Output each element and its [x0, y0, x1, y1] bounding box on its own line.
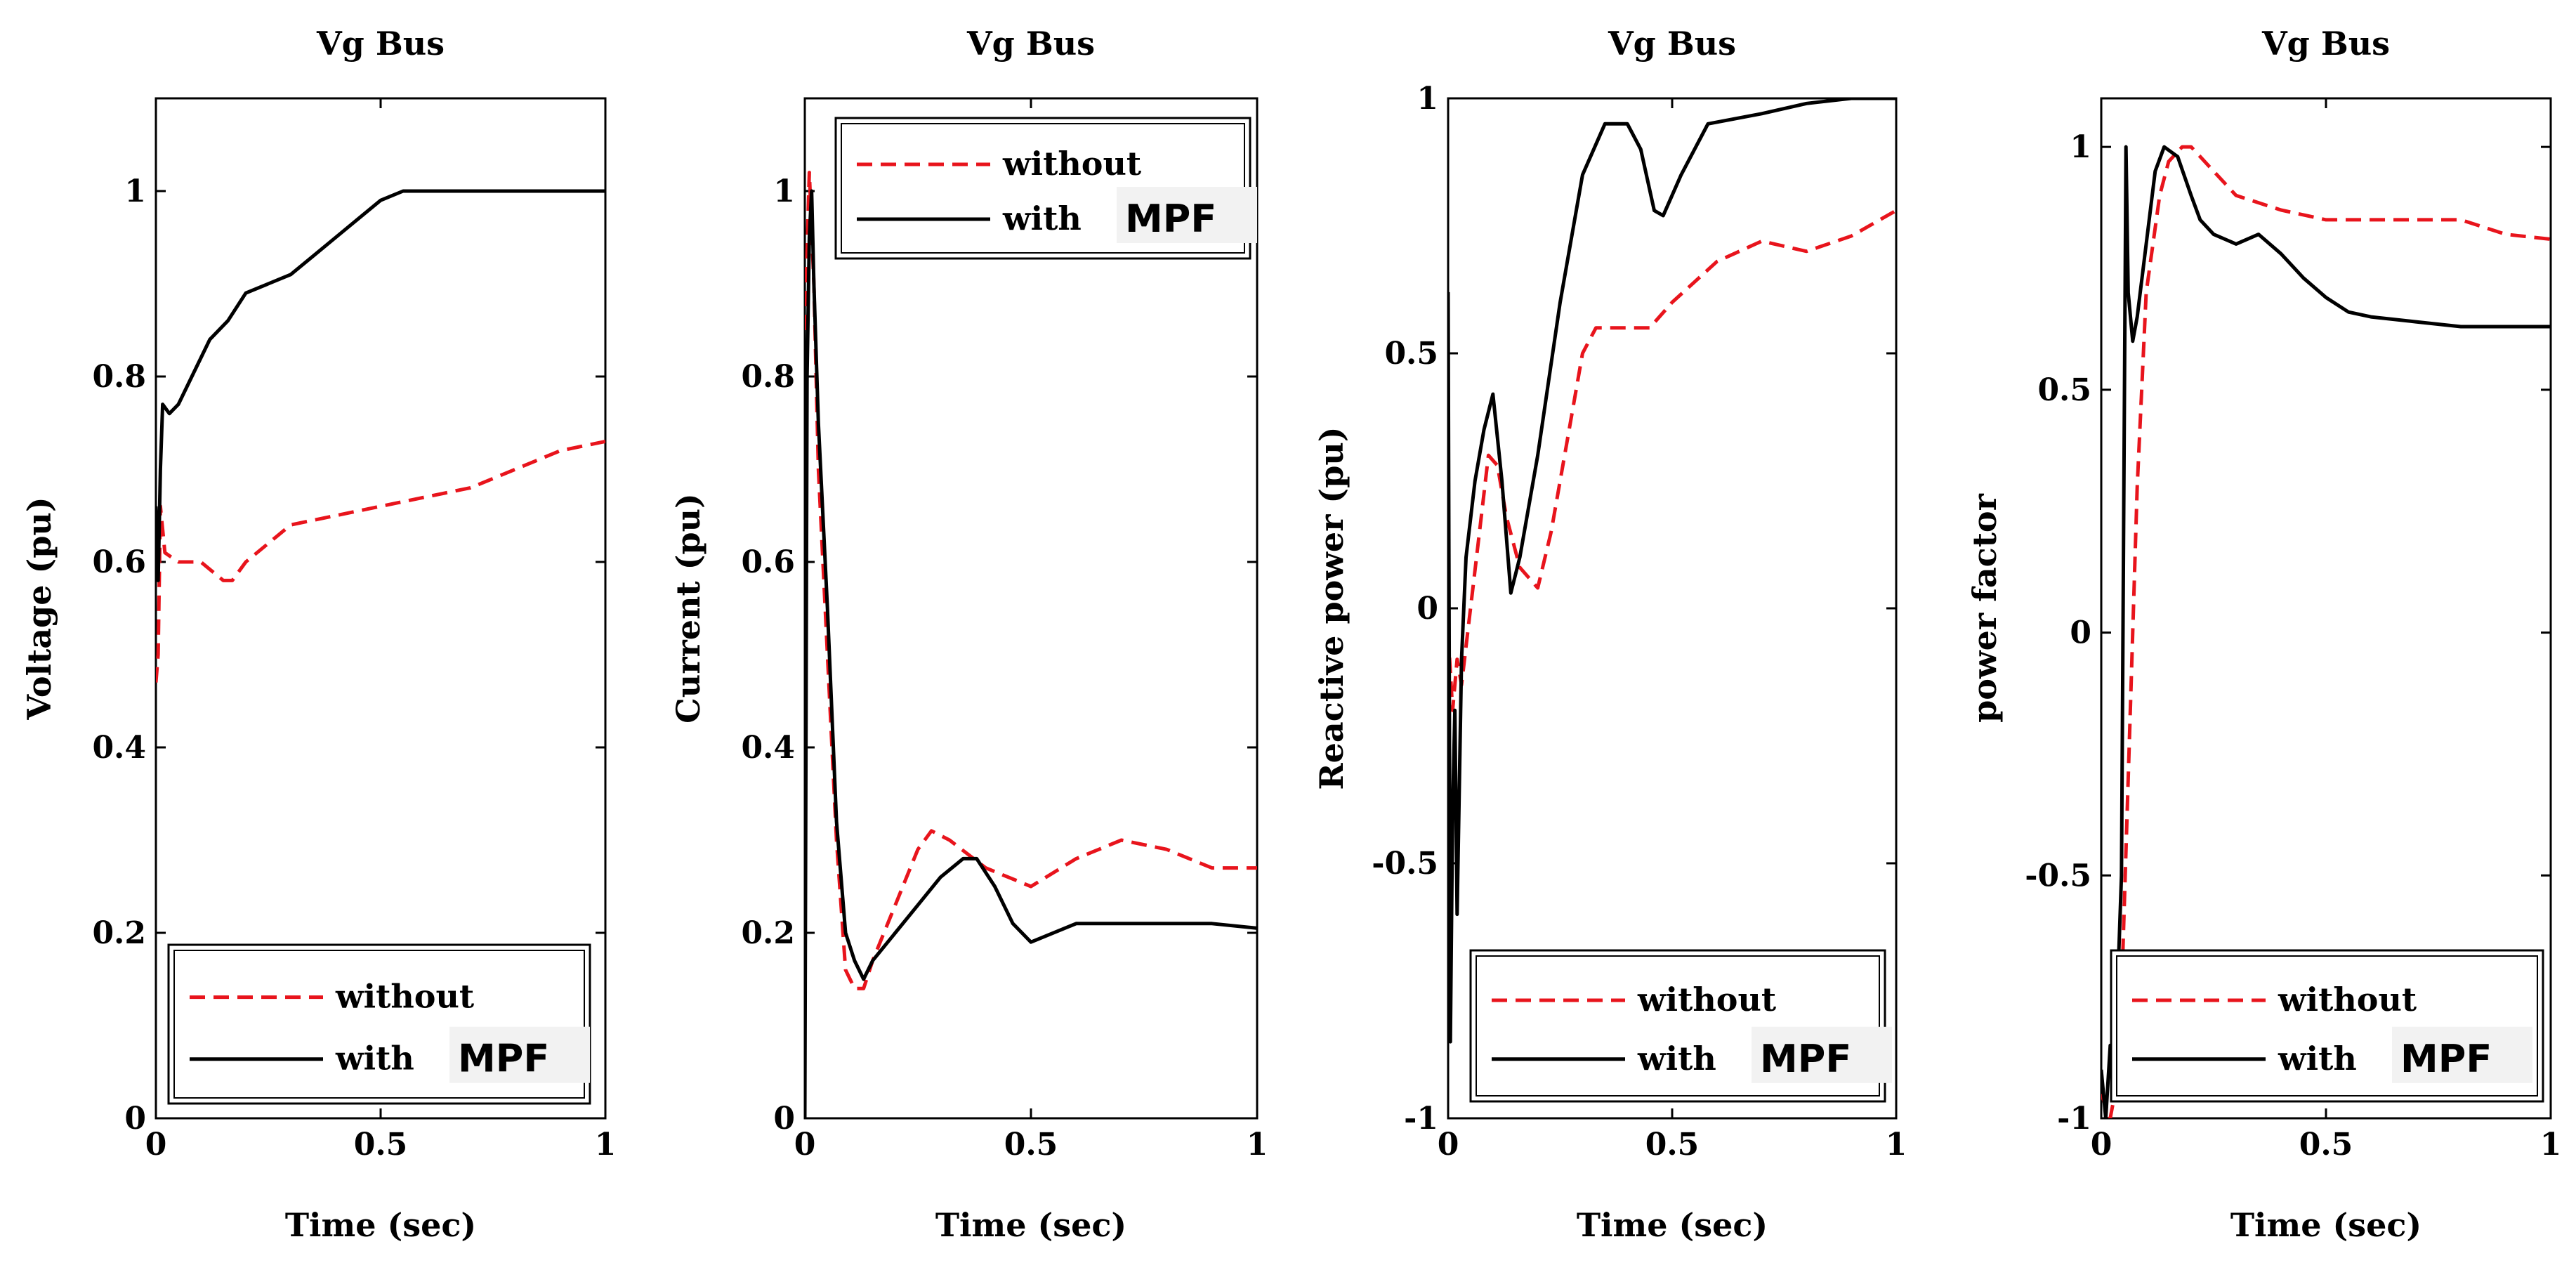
- legend-mpf-highlight: [1752, 1026, 1892, 1083]
- chart-title: Vg Bus: [316, 25, 445, 63]
- chart-title: Vg Bus: [966, 25, 1095, 63]
- x-axis-label: Time (sec): [285, 1206, 476, 1244]
- legend-label-suffix: MPF: [2400, 1037, 2492, 1081]
- chart-title: Vg Bus: [1608, 25, 1736, 63]
- y-axis-label: Current (pu): [669, 493, 707, 724]
- y-tick-label: 0.6: [92, 544, 146, 580]
- legend-label-suffix: MPF: [1125, 197, 1216, 241]
- y-tick-label: 0.6: [741, 544, 795, 580]
- legend: without with MPF: [167, 943, 591, 1105]
- y-tick-label: 0: [1417, 591, 1438, 627]
- y-tick-label: 0.4: [92, 730, 146, 766]
- legend: without with MPF: [2110, 949, 2544, 1103]
- y-tick-label: 1: [2070, 129, 2091, 165]
- series-line-with-mpf: [805, 189, 1257, 1118]
- series-line-without: [805, 171, 1257, 990]
- y-tick-label: -1: [2057, 1101, 2091, 1137]
- x-axis-label: Time (sec): [2230, 1206, 2421, 1244]
- y-tick-label: 0.2: [741, 915, 795, 951]
- x-tick-label: 0.5: [2299, 1127, 2353, 1163]
- legend-label: without: [1002, 145, 1142, 183]
- y-tick-label: 1: [124, 174, 146, 209]
- legend-label: with: [335, 1040, 414, 1078]
- chart-panel-2: Vg Bus 0 0.2 0.4 0.6 0.8 1 0 0.5 1 Time (sec) Curre…: [669, 25, 1268, 1244]
- y-tick-label: 0.4: [741, 730, 795, 766]
- y-tick-label: 1: [1417, 81, 1438, 117]
- x-tick-label: 0: [145, 1127, 167, 1163]
- x-axis-label: Time (sec): [1577, 1206, 1768, 1244]
- series-line-with-mpf: [2101, 145, 2551, 1118]
- legend: without with MPF: [1469, 949, 1892, 1103]
- y-axis-label: Voltage (pu): [20, 497, 58, 720]
- legend-inner-frame: [173, 950, 585, 1099]
- series-line-without: [2101, 145, 2551, 1118]
- legend-inner-frame: [1476, 955, 1880, 1096]
- legend-label: with: [1002, 199, 1082, 237]
- x-tick-label: 0.5: [1645, 1127, 1700, 1163]
- series-line-without: [156, 439, 605, 683]
- y-tick-label: -0.5: [2025, 858, 2091, 893]
- y-tick-label: -1: [1404, 1101, 1438, 1137]
- x-tick-label: 1: [1247, 1127, 1268, 1163]
- y-tick-label: 0: [124, 1101, 146, 1137]
- y-tick-label: 0.5: [2037, 372, 2091, 408]
- legend-label: with: [2278, 1040, 2357, 1078]
- x-tick-label: 0: [794, 1127, 816, 1163]
- y-tick-label: -0.5: [1372, 846, 1438, 882]
- legend-mpf-highlight: [1117, 187, 1257, 243]
- legend-label: without: [335, 978, 475, 1016]
- y-tick-label: 0.2: [92, 915, 146, 951]
- chart-panel-4: Vg Bus -1 -0.5 0 0.5 1 0 0.5 1 Time (sec) power fa…: [1966, 25, 2561, 1244]
- x-tick-label: 0: [2091, 1127, 2112, 1163]
- chart-title: Vg Bus: [2261, 25, 2390, 63]
- x-tick-label: 1: [1886, 1127, 1907, 1163]
- x-tick-label: 0.5: [1004, 1127, 1058, 1163]
- x-tick-label: 1: [595, 1127, 617, 1163]
- legend: without with MPF: [834, 117, 1257, 260]
- series-line-with-mpf: [1448, 98, 1896, 1044]
- legend-label-suffix: MPF: [458, 1037, 549, 1081]
- y-tick-label: 0.5: [1384, 336, 1438, 372]
- legend-label: without: [1637, 981, 1777, 1019]
- legend-inner-frame: [2116, 955, 2538, 1096]
- legend-mpf-highlight: [2392, 1026, 2532, 1083]
- y-tick-label: 0: [2070, 615, 2091, 651]
- y-tick-label: 0: [773, 1101, 795, 1137]
- legend-label: without: [2278, 981, 2417, 1019]
- y-tick-label: 0.8: [741, 359, 795, 395]
- series-line-without: [1448, 209, 1896, 712]
- chart-panel-3: Vg Bus -1 -0.5 0 0.5 1 0 0.5 1 Time (sec) Reactive…: [1313, 25, 1907, 1244]
- y-tick-label: 1: [773, 174, 795, 209]
- x-tick-label: 0: [1438, 1127, 1459, 1163]
- x-tick-label: 0.5: [354, 1127, 408, 1163]
- y-tick-label: 0.8: [92, 359, 146, 395]
- x-tick-label: 1: [2540, 1127, 2562, 1163]
- y-axis-label: Reactive power (pu): [1313, 426, 1351, 790]
- legend-label: with: [1637, 1040, 1716, 1078]
- legend-box: [167, 943, 591, 1105]
- x-axis-label: Time (sec): [935, 1206, 1126, 1244]
- y-axis-label: power factor: [1966, 493, 2004, 722]
- legend-mpf-highlight: [449, 1026, 590, 1083]
- chart-panel-1: Vg Bus 0 0.2 0.4 0.6 0.8 1 0 0.5 1 Time (sec) Volta…: [20, 25, 616, 1244]
- legend-label-suffix: MPF: [1760, 1037, 1851, 1081]
- series-line-with-mpf: [156, 189, 605, 582]
